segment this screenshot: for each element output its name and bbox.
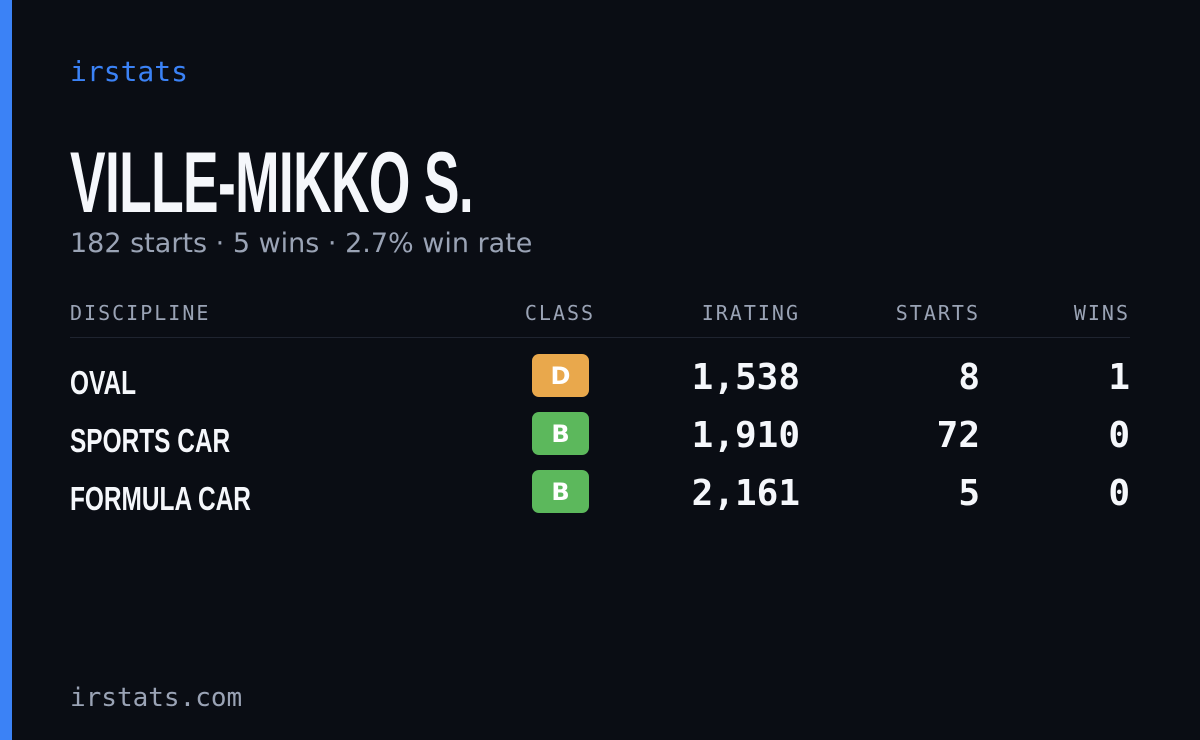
column-header: DISCIPLINE [70, 301, 211, 325]
irating-value: 1,538 [691, 357, 800, 398]
class-badge: B [532, 412, 589, 455]
starts-value: 5 [958, 473, 980, 514]
class-badge: B [532, 470, 589, 513]
discipline: FORMULA CAR [70, 480, 251, 517]
discipline: SPORTS CAR [70, 422, 231, 459]
starts-value: 72 [936, 415, 980, 456]
driver-name: VILLE-MIKKO S. [70, 135, 474, 231]
irating-value: 1,910 [691, 415, 800, 456]
irating-value: 2,161 [691, 473, 800, 514]
column-header: CLASS [524, 301, 596, 325]
footer: irstats.com [70, 683, 243, 713]
class-badge: D [532, 354, 589, 397]
wins-value: 0 [1108, 415, 1130, 456]
column-header: IRATING [701, 301, 800, 325]
column-header: WINS [1073, 301, 1130, 325]
column-header: STARTS [895, 301, 980, 325]
brand: irstats [70, 55, 189, 88]
header-rule [70, 337, 1130, 338]
discipline: OVAL [70, 364, 137, 401]
wins-value: 1 [1108, 357, 1130, 398]
wins-value: 0 [1108, 473, 1130, 514]
accent-bar [0, 0, 12, 740]
driver-summary: 182 starts · 5 wins · 2.7% win rate [70, 228, 533, 259]
starts-value: 8 [958, 357, 980, 398]
